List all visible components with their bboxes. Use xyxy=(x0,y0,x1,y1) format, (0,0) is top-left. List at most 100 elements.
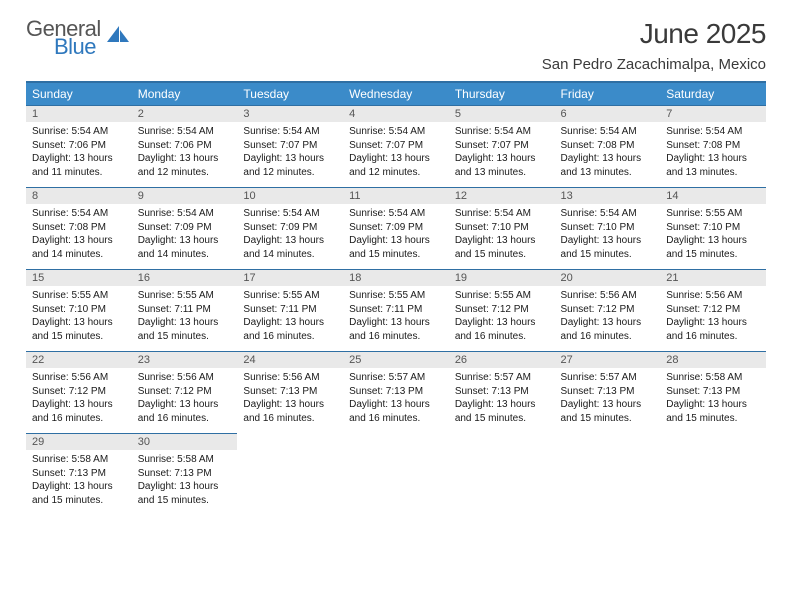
day-line-sr: Sunrise: 5:54 AM xyxy=(455,207,549,221)
calendar-table: SundayMondayTuesdayWednesdayThursdayFrid… xyxy=(26,81,766,515)
day-line-d1: Daylight: 13 hours xyxy=(561,398,655,412)
day-line-sr: Sunrise: 5:56 AM xyxy=(666,289,760,303)
calendar-cell: 1Sunrise: 5:54 AMSunset: 7:06 PMDaylight… xyxy=(26,105,132,187)
day-content: Sunrise: 5:54 AMSunset: 7:09 PMDaylight:… xyxy=(343,204,449,269)
location-text: San Pedro Zacachimalpa, Mexico xyxy=(542,56,766,73)
day-number: 4 xyxy=(343,105,449,122)
month-title: June 2025 xyxy=(542,18,766,50)
weekday-header: Sunday xyxy=(26,82,132,105)
calendar-cell: 4Sunrise: 5:54 AMSunset: 7:07 PMDaylight… xyxy=(343,105,449,187)
day-line-d2: and 16 minutes. xyxy=(561,330,655,344)
weekday-header: Saturday xyxy=(660,82,766,105)
day-line-sr: Sunrise: 5:58 AM xyxy=(666,371,760,385)
day-content: Sunrise: 5:57 AMSunset: 7:13 PMDaylight:… xyxy=(449,368,555,433)
calendar-cell: 20Sunrise: 5:56 AMSunset: 7:12 PMDayligh… xyxy=(555,269,661,351)
day-line-sr: Sunrise: 5:54 AM xyxy=(243,125,337,139)
day-content: Sunrise: 5:54 AMSunset: 7:10 PMDaylight:… xyxy=(449,204,555,269)
day-line-d2: and 13 minutes. xyxy=(666,166,760,180)
day-line-d1: Daylight: 13 hours xyxy=(349,316,443,330)
calendar-cell: 14Sunrise: 5:55 AMSunset: 7:10 PMDayligh… xyxy=(660,187,766,269)
day-line-ss: Sunset: 7:10 PM xyxy=(455,221,549,235)
weekday-header: Tuesday xyxy=(237,82,343,105)
day-line-d2: and 13 minutes. xyxy=(455,166,549,180)
day-line-d1: Daylight: 13 hours xyxy=(349,398,443,412)
day-number: 17 xyxy=(237,269,343,286)
day-line-ss: Sunset: 7:12 PM xyxy=(455,303,549,317)
day-number: 9 xyxy=(132,187,238,204)
day-line-d1: Daylight: 13 hours xyxy=(455,234,549,248)
day-line-d2: and 15 minutes. xyxy=(455,248,549,262)
day-line-d2: and 16 minutes. xyxy=(349,412,443,426)
day-line-d1: Daylight: 13 hours xyxy=(138,316,232,330)
day-content: Sunrise: 5:54 AMSunset: 7:07 PMDaylight:… xyxy=(343,122,449,187)
day-line-d1: Daylight: 13 hours xyxy=(243,398,337,412)
day-line-ss: Sunset: 7:09 PM xyxy=(243,221,337,235)
day-content: Sunrise: 5:54 AMSunset: 7:09 PMDaylight:… xyxy=(237,204,343,269)
day-number: 18 xyxy=(343,269,449,286)
day-number: 21 xyxy=(660,269,766,286)
day-content: Sunrise: 5:55 AMSunset: 7:11 PMDaylight:… xyxy=(132,286,238,351)
day-number: 13 xyxy=(555,187,661,204)
calendar-cell: 3Sunrise: 5:54 AMSunset: 7:07 PMDaylight… xyxy=(237,105,343,187)
calendar-row: 15Sunrise: 5:55 AMSunset: 7:10 PMDayligh… xyxy=(26,269,766,351)
day-line-d2: and 16 minutes. xyxy=(349,330,443,344)
day-line-d1: Daylight: 13 hours xyxy=(455,398,549,412)
calendar-cell: .. xyxy=(660,433,766,515)
calendar-row: 8Sunrise: 5:54 AMSunset: 7:08 PMDaylight… xyxy=(26,187,766,269)
day-line-d1: Daylight: 13 hours xyxy=(561,234,655,248)
calendar-cell: 17Sunrise: 5:55 AMSunset: 7:11 PMDayligh… xyxy=(237,269,343,351)
day-line-d2: and 13 minutes. xyxy=(561,166,655,180)
brand-part2: Blue xyxy=(54,36,101,58)
day-line-ss: Sunset: 7:11 PM xyxy=(349,303,443,317)
day-line-d1: Daylight: 13 hours xyxy=(32,398,126,412)
day-line-sr: Sunrise: 5:54 AM xyxy=(561,207,655,221)
day-line-d1: Daylight: 13 hours xyxy=(349,152,443,166)
day-line-sr: Sunrise: 5:55 AM xyxy=(666,207,760,221)
day-line-ss: Sunset: 7:12 PM xyxy=(666,303,760,317)
day-number: 11 xyxy=(343,187,449,204)
day-content: Sunrise: 5:58 AMSunset: 7:13 PMDaylight:… xyxy=(132,450,238,515)
day-line-d1: Daylight: 13 hours xyxy=(32,480,126,494)
day-number: 8 xyxy=(26,187,132,204)
day-line-ss: Sunset: 7:11 PM xyxy=(138,303,232,317)
day-line-d1: Daylight: 13 hours xyxy=(666,316,760,330)
day-content: Sunrise: 5:57 AMSunset: 7:13 PMDaylight:… xyxy=(555,368,661,433)
day-line-sr: Sunrise: 5:54 AM xyxy=(243,207,337,221)
day-number: 15 xyxy=(26,269,132,286)
calendar-cell: 5Sunrise: 5:54 AMSunset: 7:07 PMDaylight… xyxy=(449,105,555,187)
day-line-d2: and 15 minutes. xyxy=(666,412,760,426)
day-number: 28 xyxy=(660,351,766,368)
day-line-ss: Sunset: 7:07 PM xyxy=(455,139,549,153)
day-content: Sunrise: 5:56 AMSunset: 7:12 PMDaylight:… xyxy=(660,286,766,351)
calendar-cell: 23Sunrise: 5:56 AMSunset: 7:12 PMDayligh… xyxy=(132,351,238,433)
day-content: Sunrise: 5:58 AMSunset: 7:13 PMDaylight:… xyxy=(660,368,766,433)
day-line-d1: Daylight: 13 hours xyxy=(455,316,549,330)
day-line-d1: Daylight: 13 hours xyxy=(243,152,337,166)
day-number: 25 xyxy=(343,351,449,368)
day-line-sr: Sunrise: 5:55 AM xyxy=(32,289,126,303)
day-line-d2: and 11 minutes. xyxy=(32,166,126,180)
day-line-ss: Sunset: 7:07 PM xyxy=(243,139,337,153)
day-content: Sunrise: 5:56 AMSunset: 7:12 PMDaylight:… xyxy=(555,286,661,351)
weekday-header: Friday xyxy=(555,82,661,105)
day-line-d2: and 15 minutes. xyxy=(561,248,655,262)
day-line-d2: and 15 minutes. xyxy=(138,330,232,344)
day-line-d2: and 12 minutes. xyxy=(349,166,443,180)
day-line-ss: Sunset: 7:13 PM xyxy=(349,385,443,399)
day-line-sr: Sunrise: 5:54 AM xyxy=(138,207,232,221)
day-number: 27 xyxy=(555,351,661,368)
day-line-d1: Daylight: 13 hours xyxy=(138,234,232,248)
calendar-cell: 24Sunrise: 5:56 AMSunset: 7:13 PMDayligh… xyxy=(237,351,343,433)
day-line-ss: Sunset: 7:06 PM xyxy=(32,139,126,153)
day-line-d1: Daylight: 13 hours xyxy=(666,398,760,412)
calendar-cell: .. xyxy=(343,433,449,515)
day-line-sr: Sunrise: 5:56 AM xyxy=(561,289,655,303)
day-line-d1: Daylight: 13 hours xyxy=(455,152,549,166)
calendar-cell: 28Sunrise: 5:58 AMSunset: 7:13 PMDayligh… xyxy=(660,351,766,433)
day-line-ss: Sunset: 7:12 PM xyxy=(561,303,655,317)
weekday-header: Monday xyxy=(132,82,238,105)
day-line-sr: Sunrise: 5:54 AM xyxy=(455,125,549,139)
day-content: Sunrise: 5:55 AMSunset: 7:11 PMDaylight:… xyxy=(343,286,449,351)
day-number: 12 xyxy=(449,187,555,204)
day-line-d1: Daylight: 13 hours xyxy=(243,316,337,330)
